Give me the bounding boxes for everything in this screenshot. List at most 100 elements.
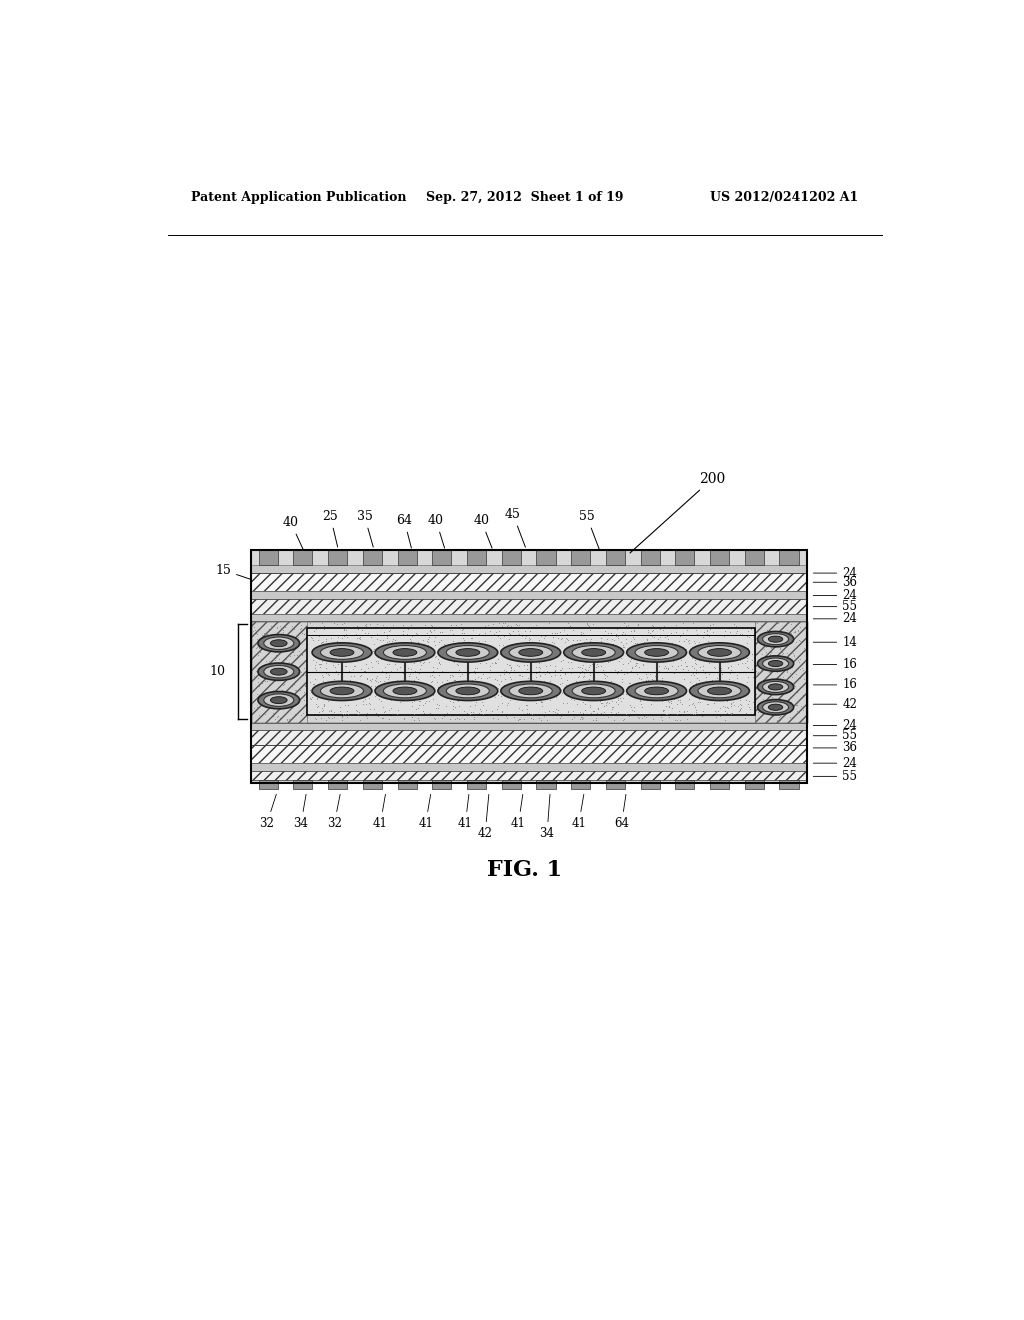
Point (712, 686, 728, 708)
Point (454, 634, 470, 655)
Point (333, 667, 349, 688)
Point (327, 684, 343, 705)
Point (506, 645, 522, 667)
Point (421, 640, 437, 661)
Point (274, 619, 291, 640)
Point (669, 709, 685, 730)
Point (335, 624, 351, 645)
Point (380, 620, 396, 642)
Point (318, 668, 335, 689)
Point (510, 680, 526, 701)
Point (607, 665, 624, 686)
Point (465, 634, 481, 655)
Point (794, 657, 810, 678)
Point (546, 661, 562, 682)
Point (311, 644, 328, 665)
Point (311, 698, 328, 719)
Point (302, 680, 318, 701)
Point (342, 673, 358, 694)
Point (532, 642, 549, 663)
Text: 24: 24 (813, 756, 857, 770)
Point (266, 642, 283, 663)
Point (775, 643, 792, 664)
Point (541, 663, 557, 684)
Point (669, 685, 685, 706)
Point (635, 676, 651, 697)
Point (326, 638, 342, 659)
Point (561, 657, 578, 678)
Point (460, 676, 476, 697)
Point (615, 663, 632, 684)
Point (422, 620, 438, 642)
Point (494, 615, 510, 636)
Point (687, 649, 703, 671)
Point (456, 681, 472, 702)
Point (497, 660, 513, 681)
Point (690, 653, 707, 675)
Point (621, 638, 637, 659)
Point (615, 663, 632, 684)
Ellipse shape (270, 697, 287, 704)
Point (682, 636, 698, 657)
Point (432, 630, 449, 651)
Point (626, 696, 642, 717)
Point (407, 639, 423, 660)
Point (483, 652, 500, 673)
Point (771, 639, 787, 660)
Point (324, 708, 340, 729)
Point (729, 684, 745, 705)
Point (559, 624, 575, 645)
Point (344, 694, 360, 715)
Point (369, 665, 385, 686)
Point (621, 665, 637, 686)
Point (696, 663, 713, 684)
Point (654, 700, 671, 721)
Point (604, 632, 621, 653)
Point (403, 614, 420, 635)
Point (719, 659, 735, 680)
Point (250, 671, 266, 692)
Point (289, 669, 305, 690)
Point (588, 649, 604, 671)
Point (345, 688, 361, 709)
Point (276, 616, 293, 638)
Point (768, 612, 784, 634)
Point (730, 636, 746, 657)
Text: US 2012/0241202 A1: US 2012/0241202 A1 (710, 190, 858, 203)
Ellipse shape (763, 634, 788, 644)
Point (380, 709, 396, 730)
Point (625, 627, 641, 648)
Point (724, 705, 740, 726)
Point (464, 685, 480, 706)
Point (666, 669, 682, 690)
Point (561, 656, 578, 677)
Point (638, 663, 654, 684)
Point (450, 653, 466, 675)
Point (368, 655, 384, 676)
Text: 32: 32 (259, 795, 276, 830)
Point (421, 684, 437, 705)
Point (697, 667, 714, 688)
Point (610, 649, 627, 671)
Point (316, 689, 333, 710)
Point (303, 681, 319, 702)
Point (649, 640, 666, 661)
Point (526, 648, 543, 669)
Point (597, 620, 613, 642)
Point (330, 697, 346, 718)
Point (638, 632, 654, 653)
Point (603, 696, 620, 717)
Point (615, 660, 632, 681)
Point (684, 693, 700, 714)
Point (530, 652, 547, 673)
Point (602, 643, 618, 664)
Point (603, 660, 620, 681)
Point (612, 696, 629, 717)
Point (707, 618, 723, 639)
Point (554, 682, 570, 704)
Point (498, 680, 514, 701)
Point (526, 676, 543, 697)
Point (610, 673, 627, 694)
Point (776, 693, 793, 714)
Point (719, 647, 735, 668)
